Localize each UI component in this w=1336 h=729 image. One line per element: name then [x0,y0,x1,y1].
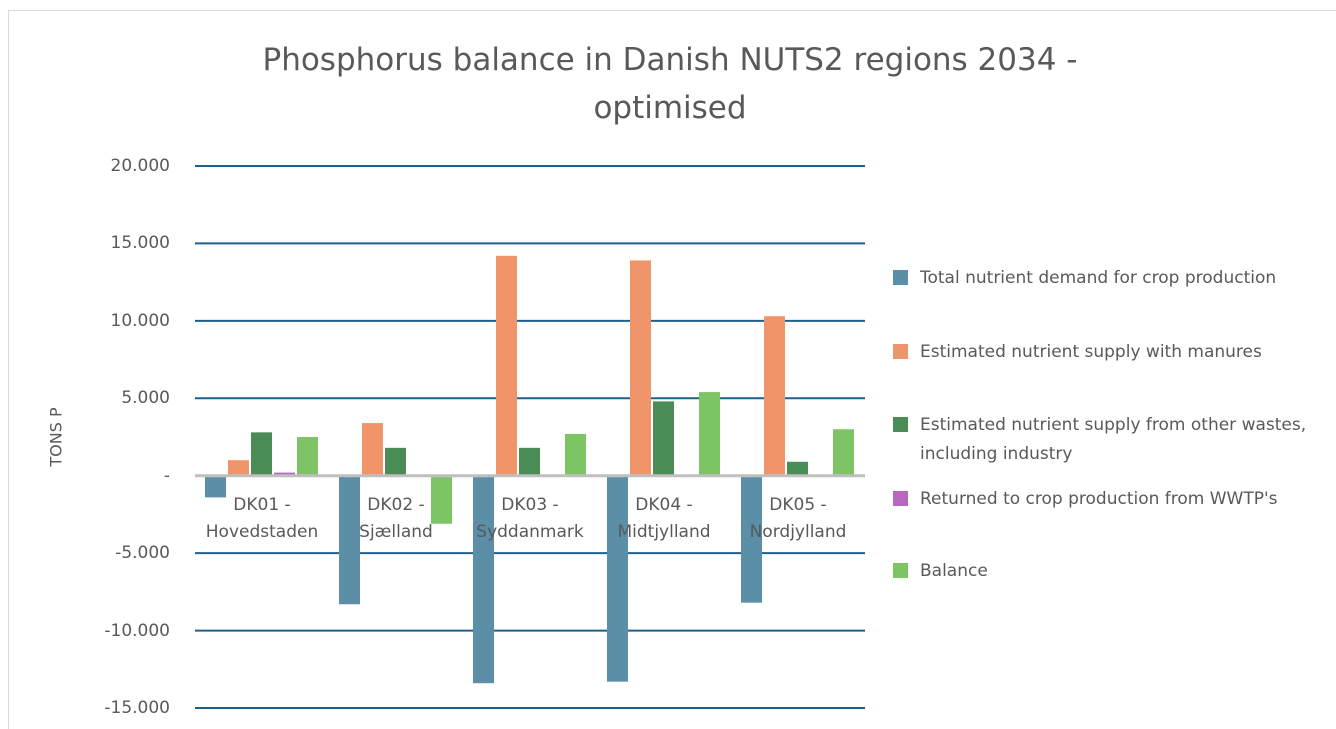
y-tick-label: -15.000 [104,698,170,718]
y-tick-label: 5.000 [121,388,170,409]
legend-swatch [893,563,908,578]
bar [764,316,785,476]
chart-frame [8,10,1336,729]
legend-label: Estimated nutrient supply from other was… [920,415,1307,464]
bar [741,475,762,603]
y-tick-label: -5.000 [115,543,170,564]
bar [228,460,249,476]
y-tick-label: 20.000 [110,156,170,176]
bar [473,475,494,684]
bar [653,401,674,476]
legend-label: Returned to crop production from WWTP's [920,489,1278,509]
bar [496,255,517,476]
bar [385,447,406,476]
bar [297,437,318,476]
legend-swatch [893,417,908,432]
y-axis-label: TONS P [46,407,66,467]
bar [251,432,272,476]
bar [519,447,540,476]
bar [274,472,295,476]
bar [362,423,383,476]
y-tick-label: 15.000 [110,233,170,254]
legend-label: Total nutrient demand for crop productio… [920,268,1277,288]
x-tick-label: DK04 - Midtjylland [617,494,711,542]
x-tick-label: DK02 - Sjælland [359,494,433,542]
legend-swatch [893,270,908,285]
bar [565,433,586,476]
y-tick-label: - [163,465,170,486]
bar [205,475,226,498]
bar [607,475,628,682]
y-tick-label: 10.000 [110,310,170,331]
legend-swatch [893,344,908,359]
legend-label: Balance [920,561,988,581]
bar [833,429,854,476]
bar [787,461,808,476]
bar [630,260,651,476]
x-tick-label: DK05 - Nordjylland [749,494,847,542]
legend-label: Estimated nutrient supply with manures [920,342,1262,362]
bar [339,475,360,605]
x-tick-label: DK01 - Hovedstaden [205,494,319,542]
chart-title: Phosphorus balance in Danish NUTS2 regio… [262,42,1078,126]
bar [699,392,720,476]
bar [431,475,452,524]
legend-swatch [893,491,908,506]
x-tick-label: DK03 - Syddanmark [476,494,584,542]
y-tick-label: -10.000 [104,620,170,641]
